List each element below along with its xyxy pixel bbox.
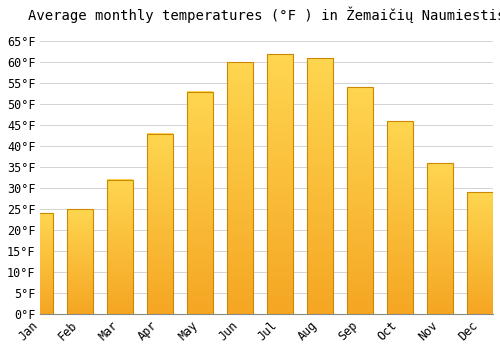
Bar bbox=[28, 213, 54, 314]
Bar bbox=[267, 54, 293, 314]
Bar bbox=[427, 163, 453, 314]
Bar bbox=[68, 209, 94, 314]
Bar bbox=[467, 192, 493, 314]
Title: Average monthly temperatures (°F ) in Žemaičių Naumiestis: Average monthly temperatures (°F ) in Že… bbox=[28, 7, 500, 23]
Bar bbox=[187, 92, 213, 314]
Bar bbox=[227, 62, 253, 314]
Bar bbox=[307, 58, 333, 314]
Bar bbox=[387, 121, 413, 314]
Bar bbox=[347, 88, 373, 314]
Bar bbox=[108, 180, 134, 314]
Bar bbox=[147, 134, 173, 314]
